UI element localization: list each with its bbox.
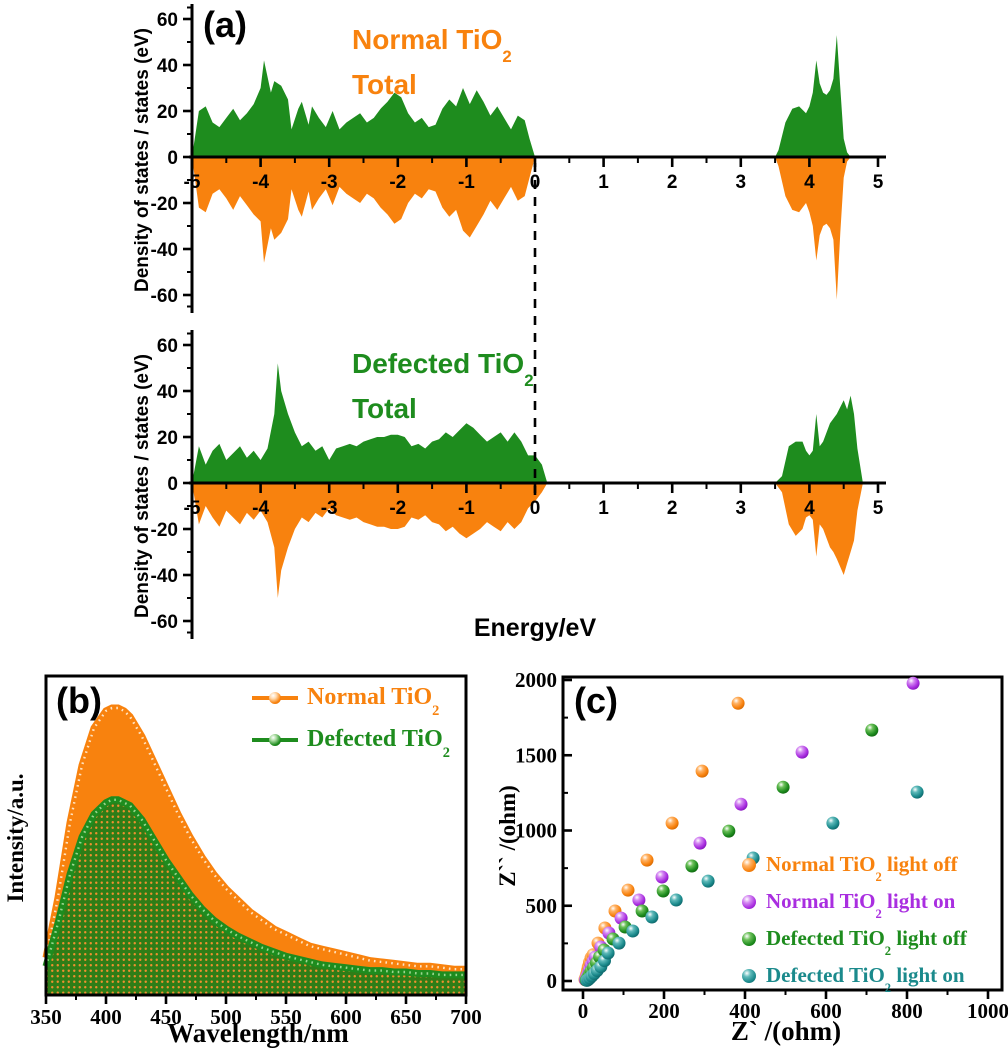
svg-text:1000: 1000 (967, 999, 1008, 1023)
svg-text:-60: -60 (151, 286, 178, 307)
eis-legend-item-normal-on: Normal TiO2 light on (742, 889, 956, 921)
svg-text:0: 0 (530, 498, 541, 519)
svg-text:600: 600 (330, 1005, 362, 1029)
svg-text:4: 4 (804, 498, 815, 519)
svg-text:0: 0 (167, 474, 178, 495)
svg-text:2: 2 (667, 172, 678, 193)
svg-text:350: 350 (30, 1005, 62, 1029)
svg-text:600: 600 (810, 999, 842, 1023)
svg-text:2: 2 (667, 498, 678, 519)
svg-text:-4: -4 (252, 498, 269, 519)
orange-sphere-icon (742, 857, 756, 872)
svg-text:400: 400 (729, 999, 761, 1023)
svg-text:400: 400 (90, 1005, 122, 1029)
eis-chart: 0 200 400 600 800 1000 0 500 1000 1500 2000 (515, 668, 1008, 1023)
eis-legend-item-defected-off: Defected TiO2 light off (742, 926, 967, 958)
svg-text:1: 1 (598, 498, 609, 519)
svg-text:-2: -2 (389, 498, 406, 519)
svg-text:-60: -60 (151, 612, 178, 633)
svg-text:40: 40 (157, 382, 178, 403)
pl-x-axis-label: Wavelength/nm (167, 1018, 349, 1048)
svg-text:60: 60 (157, 336, 178, 357)
dos-normal-title-line2: Total (352, 68, 417, 100)
normal-dot-icon (269, 691, 281, 704)
svg-text:500: 500 (526, 894, 558, 918)
svg-text:0: 0 (167, 148, 178, 169)
svg-text:3: 3 (736, 498, 747, 519)
svg-text:1500: 1500 (515, 743, 557, 767)
dos-defected-title: Defected TiO2 Total (352, 342, 534, 432)
svg-text:40: 40 (157, 56, 178, 77)
pl-legend-normal-label: Normal TiO2 (307, 684, 440, 720)
pl-legend-item-defected: Defected TiO2 (252, 726, 450, 762)
svg-text:0: 0 (578, 999, 589, 1023)
svg-text:5: 5 (873, 498, 884, 519)
eis-legend-defected-off-label: Defected TiO2 light off (766, 926, 967, 958)
pl-y-axis-label: Intensity/a.u. (3, 773, 28, 903)
eis-legend-item-defected-on: Defected TiO2 light on (742, 963, 965, 995)
svg-text:5: 5 (873, 172, 884, 193)
purple-sphere-icon (742, 894, 756, 909)
svg-text:60: 60 (157, 10, 178, 31)
eis-x-axis-label: Z` /(ohm) (730, 1016, 842, 1046)
svg-text:650: 650 (390, 1005, 422, 1029)
svg-text:800: 800 (891, 999, 923, 1023)
dos-normal-title-line1: Normal TiO2 (352, 24, 512, 66)
green-sphere-icon (742, 931, 756, 946)
svg-text:-40: -40 (151, 566, 178, 587)
svg-text:3: 3 (736, 172, 747, 193)
dos1-y-axis-label: Density of states / states (eV) (132, 28, 153, 292)
panel-b-label: (b) (56, 680, 102, 721)
dos-defected-title-line2: Total (352, 392, 417, 424)
defected-line-marker-icon (252, 733, 298, 746)
eis-legend-normal-off-label: Normal TiO2 light off (766, 852, 958, 884)
svg-text:20: 20 (157, 428, 178, 449)
svg-text:450: 450 (150, 1005, 182, 1029)
svg-text:-1: -1 (458, 172, 475, 193)
svg-text:-40: -40 (151, 240, 178, 261)
svg-text:1: 1 (598, 172, 609, 193)
svg-text:-4: -4 (252, 172, 269, 193)
svg-text:-1: -1 (458, 498, 475, 519)
svg-text:700: 700 (450, 1005, 482, 1029)
svg-text:200: 200 (648, 999, 680, 1023)
pl-legend-item-normal: Normal TiO2 (252, 684, 440, 720)
svg-text:550: 550 (270, 1005, 302, 1029)
svg-text:500: 500 (210, 1005, 242, 1029)
dos-x-axis-label: Energy/eV (473, 614, 597, 642)
eis-legend-normal-on-label: Normal TiO2 light on (766, 889, 956, 921)
dos-chart: -5-4-3-2-10123456040200-20-40-60-5-4-3-2… (151, 4, 886, 639)
svg-text:2000: 2000 (515, 668, 557, 692)
eis-legend-item-normal-off: Normal TiO2 light off (742, 852, 958, 884)
panel-c-label: (c) (574, 680, 618, 721)
svg-text:-5: -5 (184, 498, 201, 519)
pl-chart: 350 400 450 500 550 600 650 700 (30, 674, 482, 1029)
dos-defected-title-line1: Defected TiO2 (352, 348, 534, 390)
svg-text:-5: -5 (184, 172, 201, 193)
svg-text:-3: -3 (321, 172, 338, 193)
dos-normal-title: Normal TiO2 Total (352, 18, 512, 108)
svg-text:20: 20 (157, 102, 178, 123)
teal-sphere-icon (742, 968, 756, 983)
eis-y-axis-label: Z`` /(ohm) (495, 785, 520, 887)
pl-legend-defected-label: Defected TiO2 (307, 726, 450, 762)
defected-dot-icon (269, 733, 281, 746)
normal-line-marker-icon (252, 691, 298, 704)
dos2-y-axis-label: Density of states / states (eV) (132, 354, 153, 618)
svg-text:1000: 1000 (515, 819, 557, 843)
svg-text:-2: -2 (389, 172, 406, 193)
svg-text:0: 0 (547, 969, 558, 993)
eis-legend-defected-on-label: Defected TiO2 light on (766, 963, 965, 995)
panel-a-label: (a) (203, 4, 247, 45)
svg-text:-20: -20 (151, 520, 178, 541)
svg-text:-3: -3 (321, 498, 338, 519)
svg-text:4: 4 (804, 172, 815, 193)
svg-text:-20: -20 (151, 194, 178, 215)
